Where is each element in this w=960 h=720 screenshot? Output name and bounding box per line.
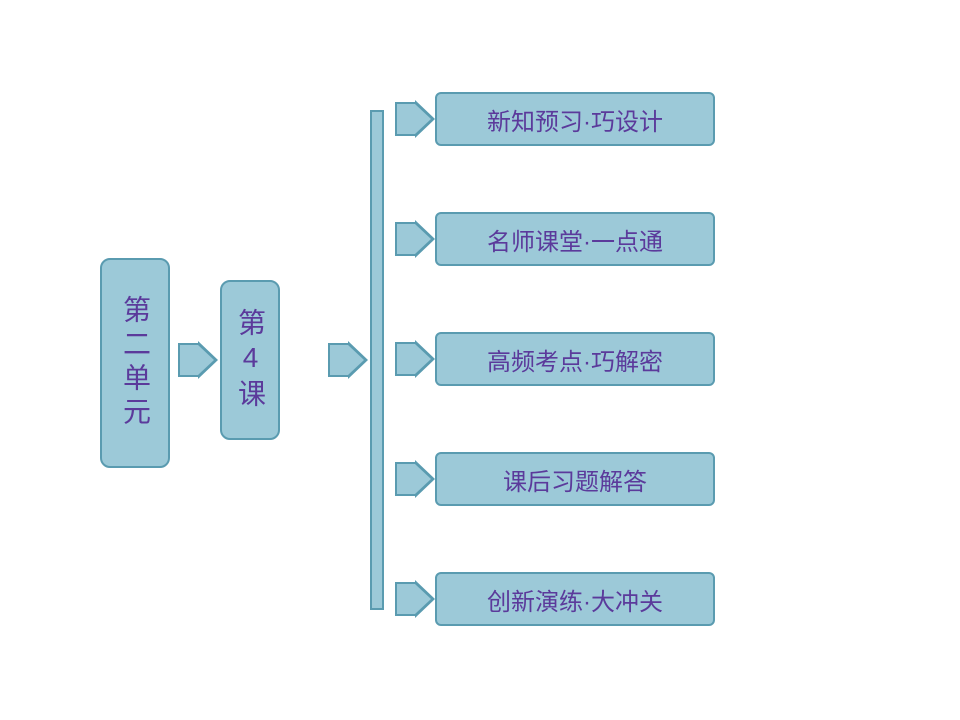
arrow-1 (328, 343, 368, 377)
node-leaf-2: 高频考点·巧解密 (435, 332, 715, 386)
node-leaf-0-label: 新知预习·巧设计 (487, 102, 663, 137)
node-level2-label: 第4课 (230, 308, 270, 413)
node-leaf-3: 课后习题解答 (435, 452, 715, 506)
node-leaf-0: 新知预习·巧设计 (435, 92, 715, 146)
node-leaf-4: 创新演练·大冲关 (435, 572, 715, 626)
arrow-6 (395, 582, 435, 616)
connector-trunk (370, 110, 384, 610)
node-leaf-1-label: 名师课堂·一点通 (487, 222, 663, 257)
diagram-canvas: 第二单元 第4课 新知预习·巧设计 名师课堂·一点通 高频考点·巧解密 课后习题… (0, 0, 960, 720)
arrow-5 (395, 462, 435, 496)
node-level2: 第4课 (220, 280, 280, 440)
arrow-2 (395, 102, 435, 136)
node-leaf-3-label: 课后习题解答 (503, 462, 647, 497)
arrow-4 (395, 342, 435, 376)
node-root-label: 第二单元 (115, 295, 155, 431)
arrow-3 (395, 222, 435, 256)
arrow-0 (178, 343, 218, 377)
node-leaf-1: 名师课堂·一点通 (435, 212, 715, 266)
node-root: 第二单元 (100, 258, 170, 468)
node-leaf-4-label: 创新演练·大冲关 (487, 582, 663, 617)
node-leaf-2-label: 高频考点·巧解密 (487, 342, 663, 377)
